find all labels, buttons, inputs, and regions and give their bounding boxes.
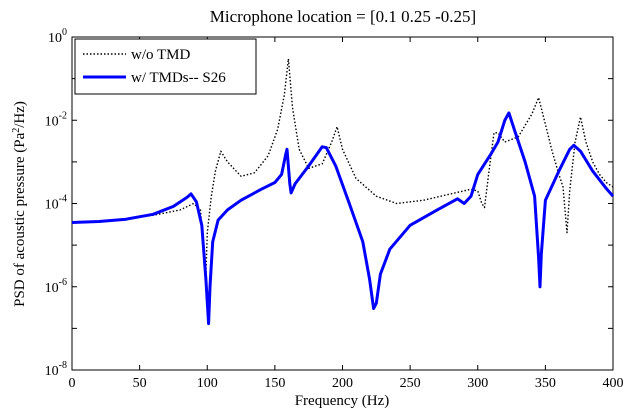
series-line-without-tmd bbox=[71, 58, 614, 275]
x-tick-label: 50 bbox=[133, 376, 147, 391]
x-tick-label: 150 bbox=[264, 376, 285, 391]
series-line-with-tmds bbox=[71, 111, 615, 326]
y-tick-label: 100 bbox=[48, 27, 67, 46]
series-lines bbox=[71, 58, 615, 326]
x-tick-label: 0 bbox=[69, 376, 76, 391]
y-axis-label: PSD of acoustic pressure (Pa2/Hz) bbox=[11, 101, 29, 307]
y-tick-label: 10-8 bbox=[45, 360, 67, 379]
y-tick-label: 10-4 bbox=[45, 194, 67, 213]
y-axis-label-main: PSD of acoustic pressure (Pa bbox=[12, 132, 28, 306]
x-axis-ticks: 0 50 100 150 200 250 300 350 400 bbox=[69, 37, 623, 391]
legend: w/o TMD w/ TMDs-- S26 bbox=[74, 38, 257, 95]
x-tick-label: 350 bbox=[535, 376, 556, 391]
x-tick-label: 200 bbox=[332, 376, 353, 391]
legend-label-without-tmd: w/o TMD bbox=[131, 47, 190, 63]
legend-label-with-tmds: w/ TMDs-- S26 bbox=[131, 70, 226, 86]
y-tick-label: 10-6 bbox=[45, 277, 67, 296]
x-axis-label: Frequency (Hz) bbox=[295, 393, 390, 409]
x-tick-label: 400 bbox=[603, 376, 623, 391]
x-tick-label: 300 bbox=[467, 376, 488, 391]
chart-title: Microphone location = [0.1 0.25 -0.25] bbox=[210, 7, 476, 26]
legend-box bbox=[74, 38, 257, 95]
y-axis-label-exponent: 2 bbox=[11, 128, 22, 133]
y-axis-ticks: 10-8 10-6 10-4 10-2 100 bbox=[45, 27, 613, 379]
y-tick-label: 10-2 bbox=[45, 110, 67, 129]
y-axis-label-unit: /Hz) bbox=[12, 101, 28, 128]
x-tick-label: 250 bbox=[400, 376, 421, 391]
x-tick-label: 100 bbox=[197, 376, 218, 391]
